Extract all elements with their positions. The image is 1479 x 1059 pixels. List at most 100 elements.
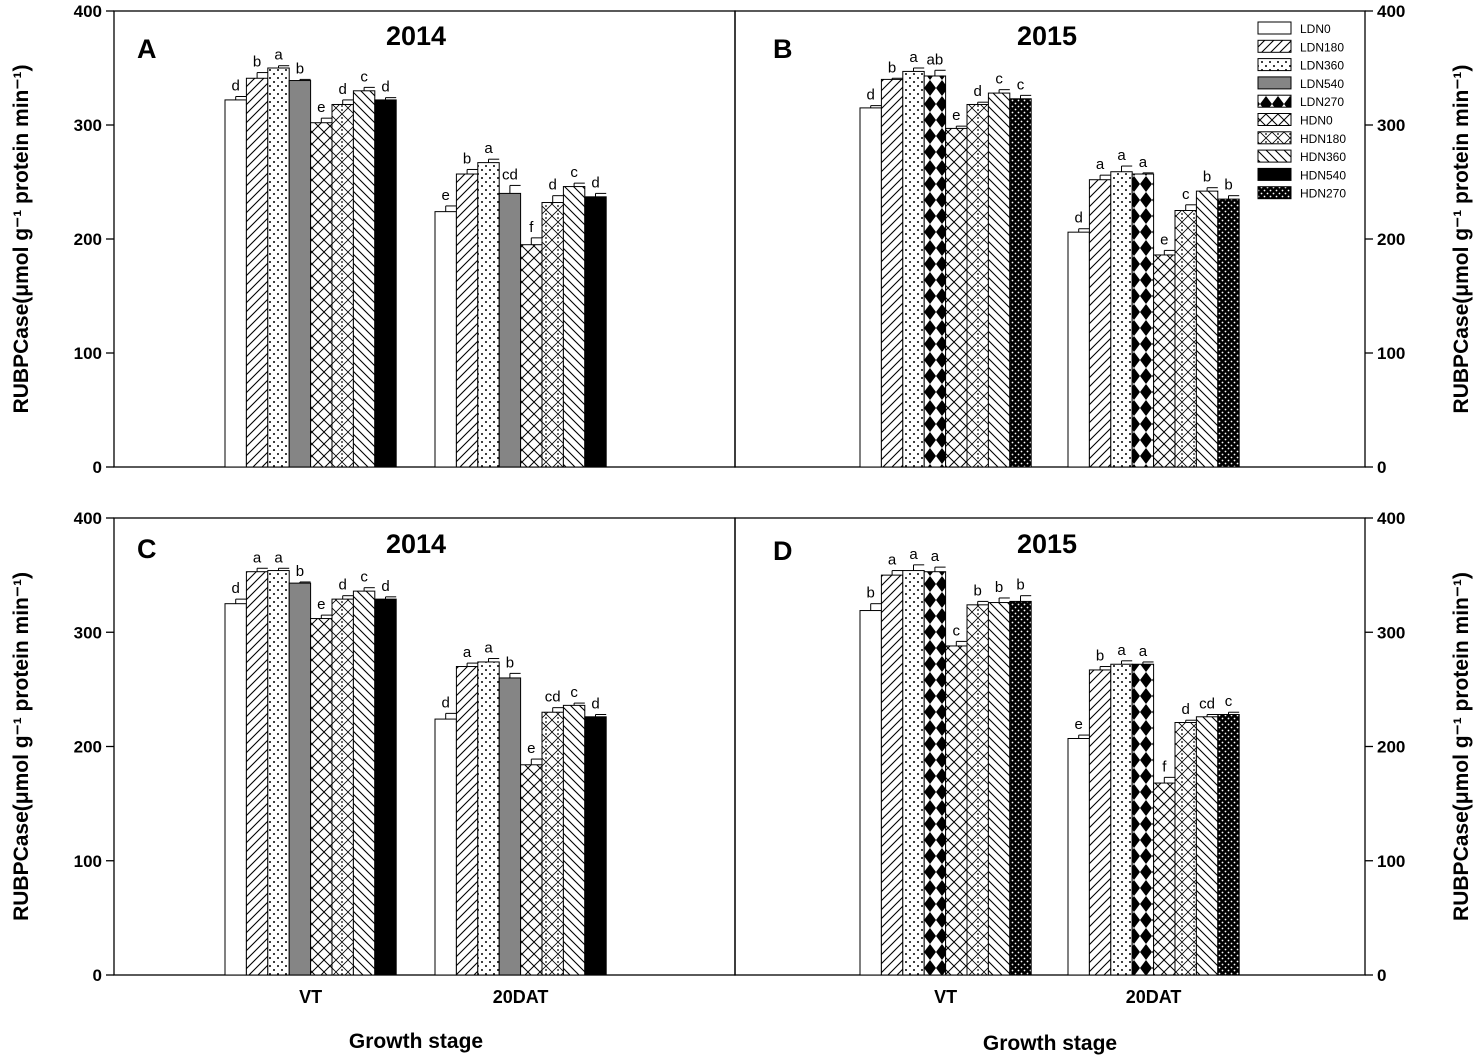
significance-letter: b [296, 60, 304, 77]
bar-hdn540-20dat [584, 196, 607, 468]
legend: LDN0 LDN180 LDN360 LDN540 LDN270 HDN0 HDN180 HD… [1257, 21, 1346, 201]
significance-letter: d [591, 174, 599, 191]
bar-hdn540-20dat [584, 716, 607, 976]
significance-letter: cd [1199, 696, 1215, 713]
plot-frame [113, 517, 736, 976]
significance-letter: d [974, 83, 982, 100]
legend-item-ldn270: LDN270 [1257, 94, 1344, 109]
legend-label: LDN270 [1300, 95, 1344, 109]
bar-ldn360-20dat [477, 162, 500, 468]
significance-letter: a [1117, 147, 1126, 164]
significance-letter: b [463, 150, 471, 167]
panel-letter: D [773, 536, 793, 566]
panels: 0 100 200 300 400 RUBPCase(μmol g⁻¹ protein m… [10, 2, 1473, 1007]
y-tick-label: 400 [74, 509, 102, 528]
y-tick-label: 0 [93, 458, 102, 477]
significance-letter: e [317, 596, 325, 613]
bar-hdn0-20dat [1153, 254, 1176, 468]
significance-letter: e [527, 740, 535, 757]
bar-hdn540-vt [374, 598, 397, 976]
significance-letter: b [1096, 648, 1104, 665]
bar-ldn360-vt [902, 570, 925, 976]
legend-label: HDN180 [1300, 132, 1346, 146]
legend-label: HDN540 [1300, 168, 1346, 182]
significance-letter: d [381, 578, 389, 595]
bar-hdn0-20dat [520, 244, 543, 468]
bar-hdn360-vt [352, 590, 376, 976]
y-tick-label: 300 [1377, 623, 1405, 642]
x-axis-title-left: Growth stage [349, 1030, 483, 1053]
significance-letter: b [253, 54, 261, 71]
significance-letter: c [1017, 76, 1025, 93]
bar-hdn180-20dat [541, 202, 564, 468]
significance-letter: cd [545, 689, 561, 706]
category-label-vt: VT [934, 987, 957, 1007]
significance-letter: cd [502, 166, 518, 183]
y-tick-label: 0 [1377, 458, 1386, 477]
bar-ldn360-vt [902, 70, 925, 468]
bar-ldn0-20dat [1067, 738, 1090, 976]
bar-ldn180-20dat [1088, 179, 1112, 468]
significance-letter: d [442, 694, 450, 711]
y-tick-label: 300 [74, 116, 102, 135]
legend-label: LDN360 [1300, 59, 1344, 73]
significance-letter: b [867, 585, 875, 602]
legend-swatch [1257, 186, 1292, 200]
significance-letter: c [1182, 186, 1190, 203]
bar-ldn540-20dat [498, 192, 522, 468]
bar-hdn180-vt [331, 598, 354, 976]
significance-letter: d [867, 87, 875, 104]
y-tick-label: 0 [93, 966, 102, 985]
legend-swatch [1257, 149, 1292, 163]
significance-letter: a [909, 546, 918, 563]
significance-letter: a [274, 47, 283, 64]
y-axis-title: RUBPCase(μmol g⁻¹ protein min⁻¹) [1450, 572, 1473, 921]
significance-letter: ab [927, 51, 944, 68]
significance-letter: d [339, 577, 347, 594]
bar-hdn180-vt [331, 103, 354, 468]
bar-ldn270-vt [923, 571, 947, 976]
bar-ldn360-20dat [1110, 663, 1133, 976]
bar-ldn0-20dat [434, 211, 457, 468]
panel-d: 0 100 200 300 400 RUBPCase(μmol g⁻¹ protein m… [734, 509, 1473, 1007]
bar-ldn180-vt [880, 574, 904, 976]
legend-swatch [1257, 167, 1292, 181]
y-tick-label: 200 [1377, 230, 1405, 249]
bar-hdn270-20dat [1217, 198, 1240, 468]
legend-label: LDN540 [1300, 77, 1344, 91]
significance-letter: a [274, 549, 283, 566]
bar-ldn0-vt [859, 610, 882, 976]
bar-hdn0-vt [310, 618, 333, 976]
legend-item-ldn0: LDN0 [1257, 21, 1331, 36]
significance-letter: a [484, 640, 493, 657]
y-tick-label: 200 [74, 230, 102, 249]
bar-ldn180-vt [245, 571, 269, 976]
bar-ldn540-vt [288, 80, 312, 468]
significance-letter: c [953, 622, 961, 639]
significance-letter: b [1016, 577, 1024, 594]
bar-hdn360-vt [352, 90, 376, 468]
panel-letter: A [137, 34, 157, 64]
bar-hdn180-vt [966, 604, 989, 976]
x-axis-title-right: Growth stage [983, 1032, 1117, 1055]
bar-ldn0-vt [224, 99, 247, 468]
significance-letter: d [232, 580, 240, 597]
bar-hdn360-20dat [1195, 190, 1219, 468]
bar-ldn270-20dat [1131, 663, 1155, 976]
significance-letter: c [360, 569, 368, 586]
bar-hdn0-20dat [520, 764, 543, 976]
legend-swatch [1257, 21, 1292, 35]
significance-letter: d [1182, 701, 1190, 718]
legend-label: HDN0 [1300, 114, 1333, 128]
significance-letter: a [463, 644, 472, 661]
significance-letter: a [909, 49, 918, 66]
y-tick-label: 100 [74, 344, 102, 363]
plot-frame [734, 517, 1366, 976]
bar-ldn0-vt [859, 107, 882, 468]
legend-swatch [1257, 58, 1292, 72]
bar-ldn360-20dat [1110, 171, 1133, 468]
bar-hdn360-20dat [562, 186, 586, 468]
significance-letter: a [1117, 642, 1126, 659]
y-tick-label: 100 [1377, 852, 1405, 871]
panel-letter: C [137, 534, 157, 564]
